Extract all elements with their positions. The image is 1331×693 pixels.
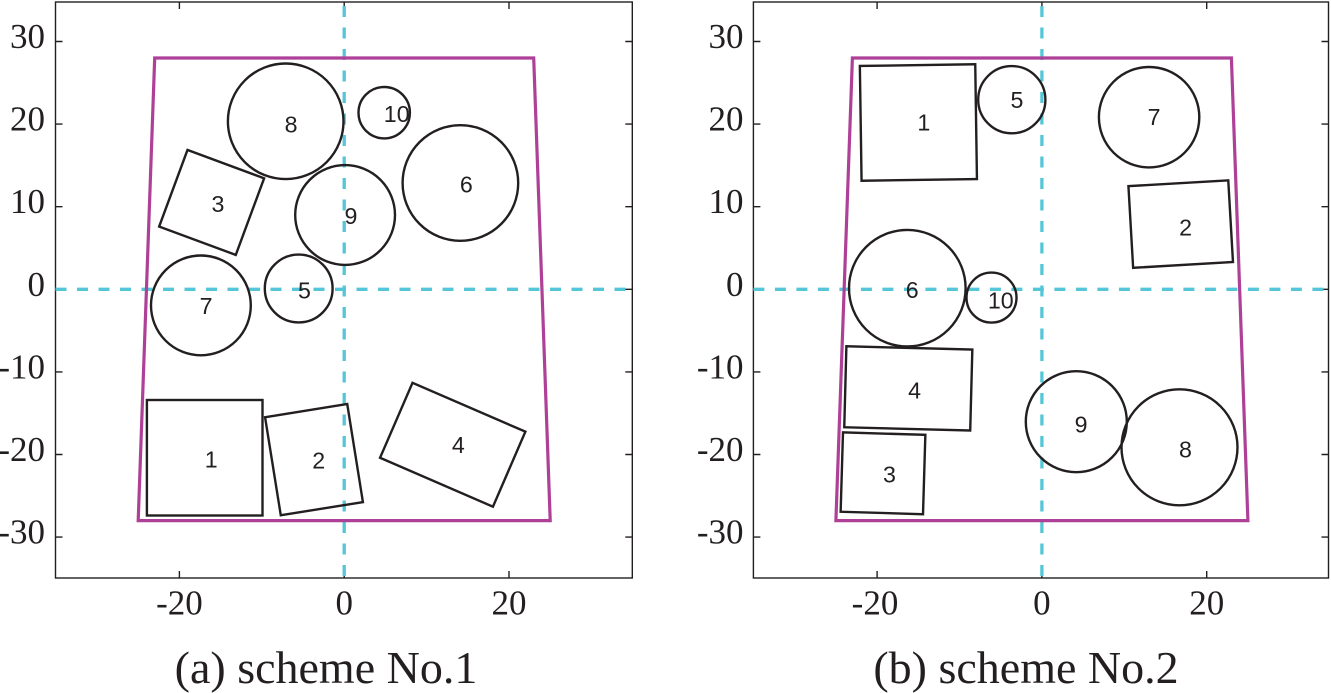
svg-text:-20: -20 (156, 583, 203, 622)
svg-text:-10: -10 (697, 347, 744, 386)
svg-text:20: 20 (1189, 583, 1224, 622)
svg-text:-30: -30 (697, 513, 744, 552)
svg-text:6: 6 (906, 277, 919, 303)
svg-text:-30: -30 (0, 513, 45, 552)
svg-text:30: 30 (10, 17, 45, 56)
svg-text:0: 0 (726, 265, 744, 304)
svg-text:6: 6 (460, 171, 473, 197)
svg-text:10: 10 (988, 287, 1014, 313)
svg-text:9: 9 (1075, 412, 1088, 438)
svg-text:10: 10 (709, 182, 744, 221)
svg-text:20: 20 (492, 583, 527, 622)
svg-text:7: 7 (200, 293, 213, 319)
svg-text:1: 1 (205, 447, 218, 473)
svg-text:3: 3 (211, 191, 224, 217)
svg-text:(b) scheme No.2: (b) scheme No.2 (873, 642, 1178, 693)
svg-text:5: 5 (1010, 87, 1023, 113)
svg-text:8: 8 (285, 111, 298, 137)
svg-text:9: 9 (345, 203, 358, 229)
svg-text:20: 20 (10, 100, 45, 139)
svg-text:-20: -20 (852, 583, 899, 622)
svg-text:7: 7 (1148, 104, 1161, 130)
svg-text:20: 20 (709, 100, 744, 139)
svg-text:3: 3 (883, 462, 896, 488)
svg-text:-20: -20 (697, 430, 744, 469)
svg-text:10: 10 (384, 101, 410, 127)
svg-text:-10: -10 (0, 347, 45, 386)
svg-text:10: 10 (10, 182, 45, 221)
svg-text:0: 0 (335, 583, 353, 622)
svg-text:4: 4 (452, 432, 465, 458)
svg-text:2: 2 (312, 448, 325, 474)
svg-text:-20: -20 (0, 430, 45, 469)
svg-text:30: 30 (709, 17, 744, 56)
svg-text:4: 4 (908, 377, 921, 403)
svg-text:8: 8 (1179, 436, 1192, 462)
svg-text:(a) scheme No.1: (a) scheme No.1 (175, 642, 478, 693)
svg-text:0: 0 (1033, 583, 1051, 622)
svg-text:1: 1 (917, 110, 930, 136)
svg-text:5: 5 (298, 278, 311, 304)
svg-text:2: 2 (1179, 215, 1192, 241)
svg-text:0: 0 (28, 265, 46, 304)
